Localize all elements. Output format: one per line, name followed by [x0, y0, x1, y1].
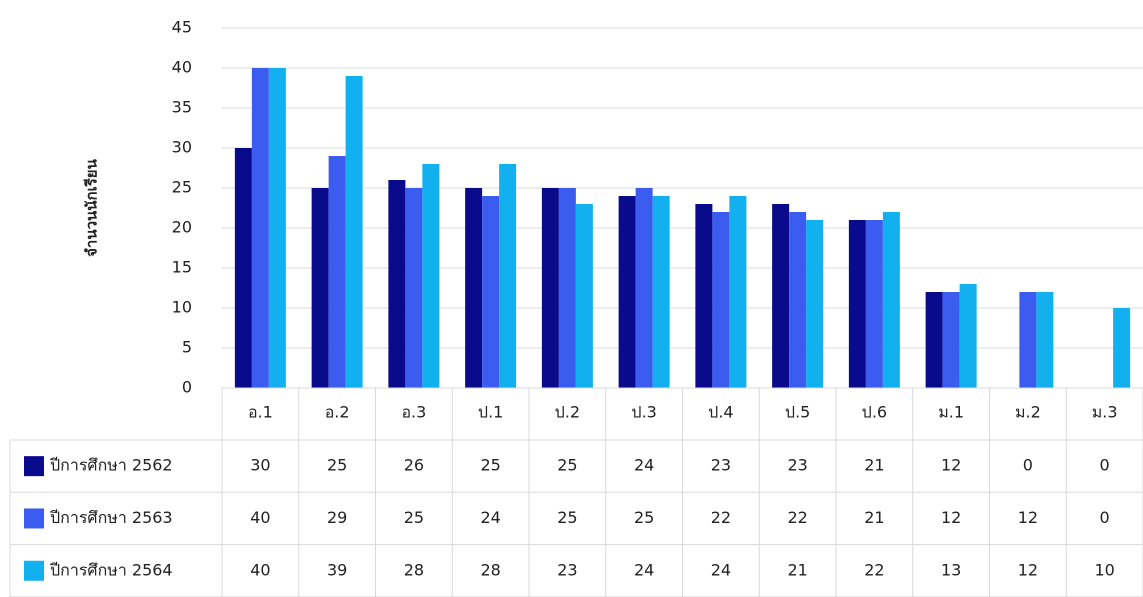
- bar: [345, 76, 363, 388]
- bar: [652, 196, 670, 388]
- table-value: 39: [327, 560, 347, 579]
- table-value: 25: [557, 508, 577, 527]
- table-value: 23: [711, 456, 731, 475]
- bar: [251, 68, 269, 388]
- table-value: 10: [1094, 560, 1114, 579]
- bar: [959, 284, 977, 388]
- bar: [234, 148, 252, 388]
- bar: [942, 292, 960, 388]
- table-value: 25: [404, 508, 424, 527]
- x-tick-label: ป.2: [555, 403, 580, 422]
- table-value: 24: [634, 560, 654, 579]
- x-tick-label: ม.3: [1092, 403, 1118, 422]
- bar: [405, 188, 423, 388]
- y-tick-label: 5: [182, 338, 192, 357]
- bar: [695, 204, 713, 388]
- y-tick-label: 0: [182, 378, 192, 397]
- table-value: 40: [250, 560, 270, 579]
- bar: [635, 188, 653, 388]
- table-value: 23: [557, 560, 577, 579]
- bar: [482, 196, 500, 388]
- table-value: 25: [557, 456, 577, 475]
- bar: [388, 180, 406, 388]
- y-tick-label: 20: [172, 218, 192, 237]
- bar: [268, 68, 286, 388]
- bar: [1036, 292, 1054, 388]
- table-value: 22: [711, 508, 731, 527]
- table-value: 28: [480, 560, 500, 579]
- y-tick-label: 35: [172, 98, 192, 117]
- bar: [772, 204, 790, 388]
- table-value: 21: [787, 560, 807, 579]
- table-value: 0: [1100, 456, 1110, 475]
- x-tick-label: ป.3: [631, 403, 656, 422]
- bar: [848, 220, 866, 388]
- table-value: 28: [404, 560, 424, 579]
- bar: [712, 212, 730, 388]
- bar: [925, 292, 943, 388]
- table-value: 26: [404, 456, 424, 475]
- table-value: 22: [864, 560, 884, 579]
- bar: [729, 196, 747, 388]
- legend-swatch: [24, 560, 44, 581]
- x-tick-label: ป.6: [862, 403, 887, 422]
- bar: [499, 164, 517, 388]
- table-value: 25: [634, 508, 654, 527]
- x-tick-label: ป.5: [785, 403, 810, 422]
- table-value: 24: [480, 508, 500, 527]
- table-value: 12: [941, 456, 961, 475]
- y-tick-label: 10: [172, 298, 192, 317]
- x-tick-label: ป.4: [708, 403, 733, 422]
- table-value: 25: [480, 456, 500, 475]
- x-tick-label: ม.1: [938, 403, 964, 422]
- bar: [1113, 308, 1131, 388]
- x-tick-label: ป.1: [478, 403, 503, 422]
- bar: [422, 164, 440, 388]
- table-value: 22: [787, 508, 807, 527]
- legend-label: ปีการศึกษา 2562: [50, 456, 173, 475]
- table-value: 12: [1018, 560, 1038, 579]
- bar: [789, 212, 807, 388]
- legend-label: ปีการศึกษา 2564: [50, 560, 173, 579]
- table-value: 23: [787, 456, 807, 475]
- table-value: 30: [250, 456, 270, 475]
- bar: [541, 188, 559, 388]
- table-value: 21: [864, 456, 884, 475]
- bar: [311, 188, 329, 388]
- y-tick-label: 15: [172, 258, 192, 277]
- y-tick-label: 25: [172, 178, 192, 197]
- bar: [465, 188, 483, 388]
- legend-swatch: [24, 508, 44, 529]
- y-axis-label: จำนวนนักเรียน: [83, 158, 101, 256]
- bar: [806, 220, 824, 388]
- table-value: 13: [941, 560, 961, 579]
- bar: [558, 188, 576, 388]
- bar: [618, 196, 636, 388]
- table-value: 21: [864, 508, 884, 527]
- bar: [882, 212, 900, 388]
- bar: [865, 220, 883, 388]
- table-value: 40: [250, 508, 270, 527]
- legend-label: ปีการศึกษา 2563: [50, 508, 173, 527]
- table-value: 24: [634, 456, 654, 475]
- legend-swatch: [24, 456, 44, 477]
- table-value: 0: [1023, 456, 1033, 475]
- y-tick-label: 45: [172, 18, 192, 37]
- y-tick-label: 30: [172, 138, 192, 157]
- table-value: 25: [327, 456, 347, 475]
- x-tick-label: อ.3: [401, 403, 426, 422]
- x-tick-label: ม.2: [1015, 403, 1041, 422]
- table-value: 12: [1018, 508, 1038, 527]
- bar: [1019, 292, 1037, 388]
- table-value: 12: [941, 508, 961, 527]
- table-value: 29: [327, 508, 347, 527]
- x-tick-label: อ.2: [325, 403, 350, 422]
- x-tick-label: อ.1: [248, 403, 273, 422]
- table-value: 0: [1100, 508, 1110, 527]
- bar: [328, 156, 346, 388]
- table-value: 24: [711, 560, 731, 579]
- y-tick-label: 40: [172, 58, 192, 77]
- bar: [575, 204, 593, 388]
